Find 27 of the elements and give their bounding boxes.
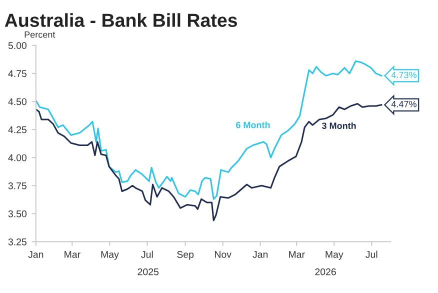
y-tick-label: 3.25 [8, 238, 26, 246]
x-tick-label: May [326, 251, 344, 260]
data-label: 4.47% [391, 100, 416, 108]
y-tick-label: 5.00 [8, 42, 27, 50]
y-tick-label: 4.25 [8, 126, 26, 134]
line-series [36, 102, 382, 222]
y-tick-label: 3.50 [8, 210, 27, 218]
series-label: 3 Month [322, 122, 356, 129]
x-tick-label: Mar [64, 251, 80, 258]
x-tick-label: Sep [177, 251, 194, 260]
y-tick-label: 3.75 [8, 182, 26, 190]
x-tick-label: Jul [141, 250, 153, 258]
x-tick-label: Jan [252, 251, 268, 258]
data-label: 4.73% [391, 72, 416, 78]
series-label: 6 Month [236, 122, 270, 128]
x-tick-label: Nov [214, 251, 232, 258]
y-axis-title: Percent [24, 31, 56, 38]
x-tick-label: Mar [289, 251, 305, 258]
text: 2025 [138, 268, 159, 276]
x-tick-label: Jan [28, 251, 44, 258]
y-tick-label: 4.00 [8, 154, 27, 162]
y-tick-label: 4.75 [8, 70, 26, 78]
text: 2026 [315, 268, 336, 276]
x-tick-label: May [101, 251, 119, 260]
y-tick-label: 4.50 [8, 98, 27, 106]
chart-title: Australia - Bank Bill Rates [4, 13, 238, 27]
x-tick-label: Jul [366, 250, 378, 258]
